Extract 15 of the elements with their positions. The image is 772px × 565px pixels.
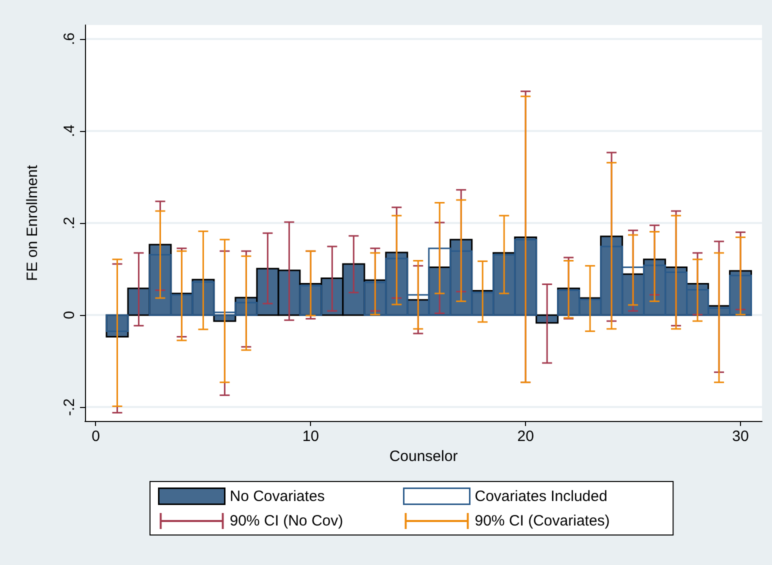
- legend-label: Covariates Included: [474, 488, 608, 505]
- x-axis-title: Counselor: [389, 448, 458, 465]
- x-tick-label: 30: [732, 428, 749, 445]
- legend-label: No Covariates: [230, 488, 325, 505]
- y-tick-label: .6: [61, 32, 78, 46]
- x-tick-label: 0: [92, 428, 100, 445]
- text: 90% CI (No Cov): [230, 512, 344, 530]
- y-tick-label: .4: [61, 124, 78, 138]
- y-tick-label: 0: [61, 310, 78, 320]
- y-tick-label: .2: [61, 216, 78, 230]
- text: 90% CI (Covariates): [474, 512, 610, 530]
- x-tick-label: 20: [517, 428, 534, 445]
- y-axis-title: FE on Enrollment: [24, 164, 41, 281]
- x-tick-label: 10: [302, 428, 320, 445]
- y-tick-label: -.2: [61, 398, 78, 416]
